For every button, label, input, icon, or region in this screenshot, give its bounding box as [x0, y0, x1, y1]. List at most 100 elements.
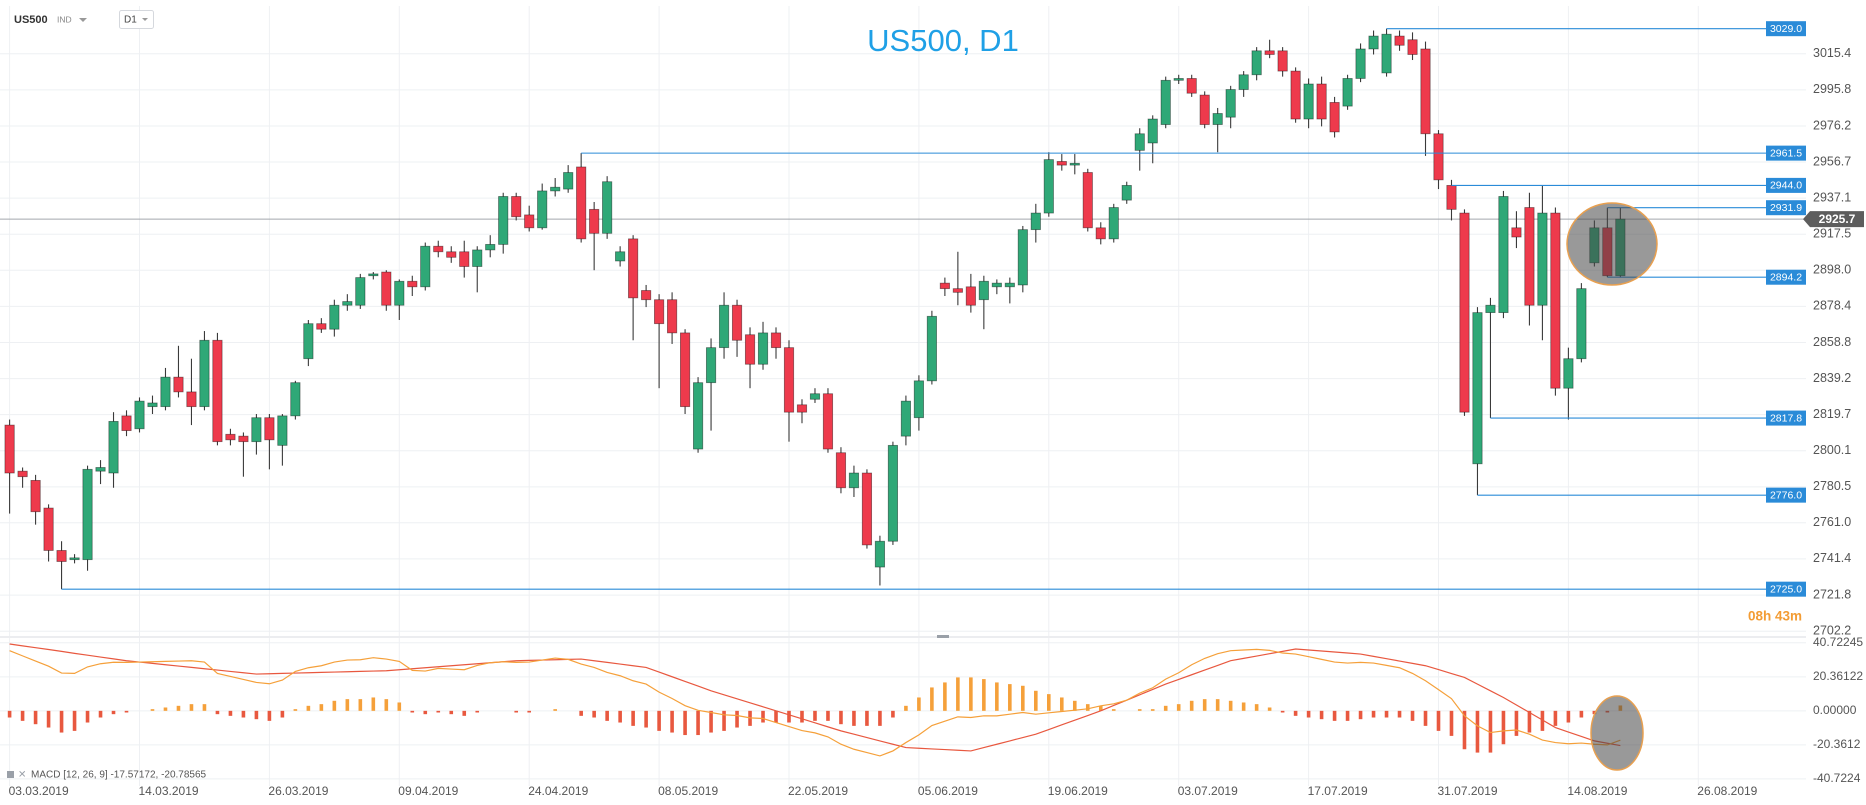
candle-body [939, 282, 950, 290]
histogram-bar [878, 710, 882, 726]
histogram-bar [1475, 710, 1480, 753]
timeframe-box[interactable] [119, 10, 154, 29]
y-tick-label: 2878.4 [1813, 299, 1851, 313]
histogram-bar [1449, 710, 1454, 736]
candle-body [1420, 48, 1431, 135]
candle-body [563, 172, 574, 190]
histogram-bar [891, 710, 895, 718]
candle-body [30, 479, 41, 513]
candle-body [744, 334, 756, 365]
candle-body [1537, 212, 1548, 306]
candle-body [978, 280, 989, 301]
y-tick-label: 3015.4 [1813, 46, 1851, 60]
histogram-bar [514, 710, 519, 713]
candle-body [822, 393, 834, 450]
panel-handle[interactable] [937, 635, 949, 638]
histogram-bar [202, 704, 207, 711]
candle-body [680, 332, 691, 408]
histogram-bar [917, 697, 921, 711]
histogram-bar [800, 710, 804, 723]
candle-body [1576, 288, 1587, 360]
candle-body [576, 166, 587, 240]
histogram-bar [59, 710, 64, 733]
candle-body [900, 400, 911, 437]
histogram-bar [1462, 710, 1467, 750]
timeframe[interactable]: D1 [124, 15, 137, 26]
level-label-box [1766, 145, 1806, 161]
candle-body [238, 435, 249, 443]
histogram-bar [696, 710, 700, 736]
histogram-bar [1371, 710, 1376, 718]
x-tick-label: 26.08.2019 [1697, 784, 1757, 798]
histogram-bar [956, 677, 960, 711]
y-tick-label: 2761.0 [1813, 515, 1851, 529]
candle-body [718, 304, 730, 349]
histogram-bar [1267, 707, 1272, 711]
x-tick-label: 03.07.2019 [1178, 784, 1238, 798]
market: IND [57, 14, 72, 24]
candle-body [121, 415, 132, 432]
histogram-bar [46, 710, 51, 728]
histogram-bar [1553, 710, 1558, 726]
candle-body [1108, 207, 1119, 240]
candle-body [1303, 83, 1314, 120]
candle-body [1485, 304, 1496, 314]
level-label-box [1766, 200, 1806, 216]
candle-body [667, 299, 678, 334]
histogram-bar [189, 704, 194, 711]
indicator-close[interactable]: ✕ [18, 770, 26, 781]
level-label-box [1766, 410, 1806, 426]
histogram-bar [267, 710, 272, 721]
timeframe-dropdown[interactable] [142, 18, 148, 21]
candle-body [1381, 33, 1392, 74]
histogram-bar [358, 699, 363, 711]
countdown: 08h 43m [1748, 609, 1802, 624]
histogram-bar [254, 710, 259, 720]
level-label: 2944.0 [1770, 180, 1802, 192]
indicator-icon[interactable] [7, 771, 14, 778]
level-label-box [1766, 581, 1806, 597]
level-label-box [1766, 177, 1806, 193]
candle-body [95, 467, 106, 472]
candle-body [147, 402, 158, 408]
candle-body [1472, 312, 1483, 465]
candle-body [848, 472, 860, 489]
candle-body [368, 273, 379, 277]
histogram-bar [1085, 704, 1090, 711]
candle-body [615, 251, 626, 262]
candle-body [1212, 113, 1223, 125]
symbol[interactable]: US500 [14, 14, 48, 26]
x-tick-label: 19.06.2019 [1048, 784, 1108, 798]
y-tick-label: 2800.1 [1813, 443, 1851, 457]
mark-layer [4, 28, 1626, 757]
histogram-bar [1358, 710, 1363, 720]
level-label: 2817.8 [1770, 412, 1802, 424]
y-tick-label: 2741.4 [1813, 551, 1851, 565]
candle-body [407, 280, 418, 288]
candle-body [173, 376, 184, 393]
y-tick-label: 2956.7 [1813, 154, 1851, 168]
candle-body [1563, 358, 1574, 389]
histogram-bar [1540, 710, 1545, 731]
histogram-bar [85, 710, 90, 723]
candle-body [355, 277, 366, 306]
candle-body [1329, 102, 1340, 133]
candle-body [537, 190, 548, 229]
candle-body [1355, 48, 1366, 79]
candle-body [550, 186, 561, 192]
candle-body [511, 196, 522, 218]
candle-body [1004, 282, 1015, 288]
macd-legend: MACD [12, 26, 9] -17.57172, -20.78565 [31, 770, 207, 781]
histogram-bar [527, 710, 531, 713]
symbol-dropdown[interactable] [79, 18, 87, 22]
candle-body [874, 540, 886, 568]
candle-body [329, 304, 340, 330]
candle-body [1511, 227, 1522, 238]
candle-body [446, 251, 457, 258]
candle-body [641, 290, 652, 301]
x-tick-label: 26.03.2019 [268, 784, 328, 798]
candle-body [82, 468, 93, 561]
histogram-bar [982, 679, 986, 711]
candle-body [757, 332, 769, 365]
x-tick-label: 08.05.2019 [658, 784, 718, 798]
